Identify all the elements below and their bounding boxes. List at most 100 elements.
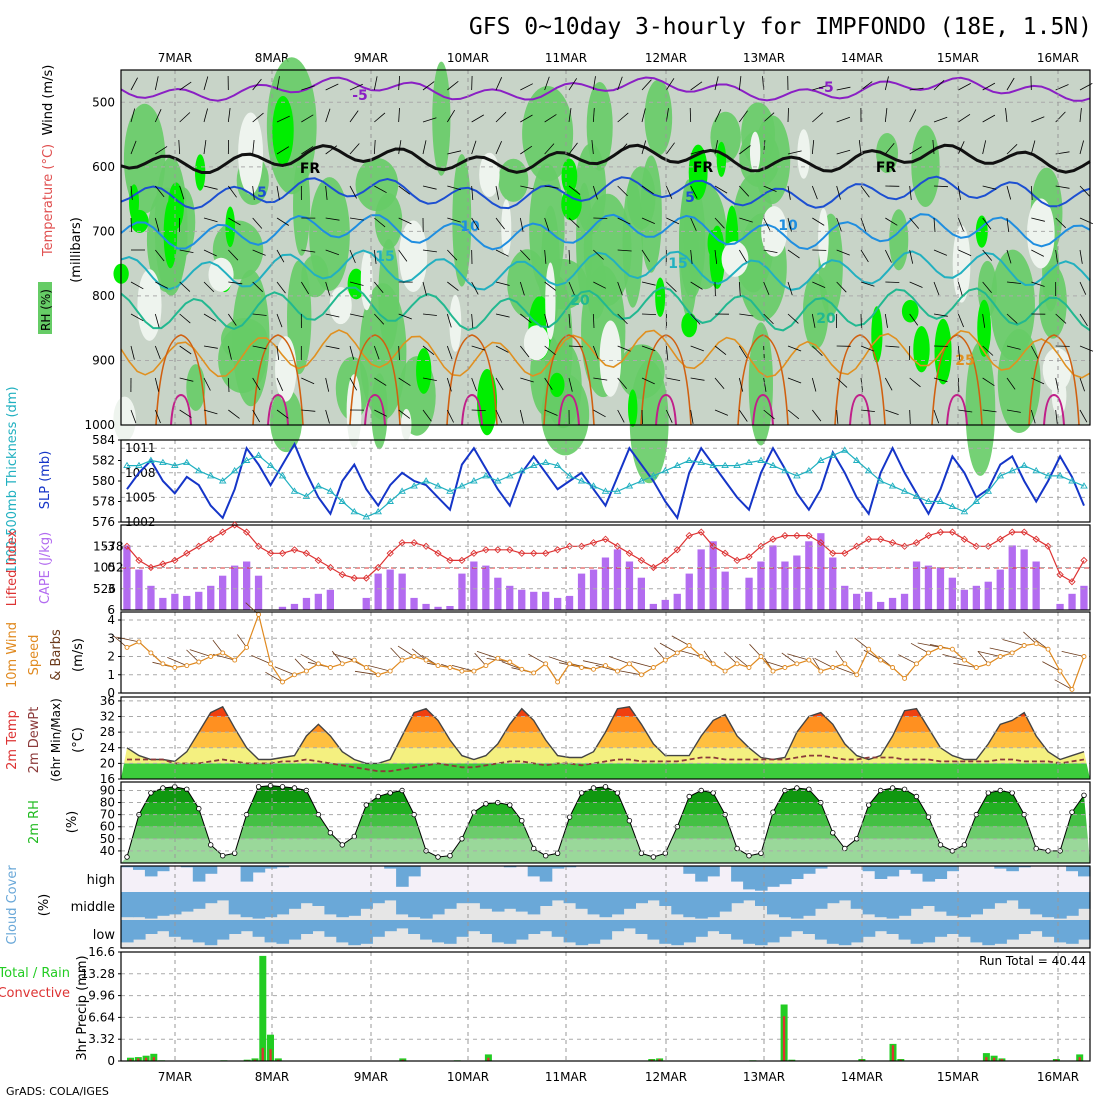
rh2m-tick-label: 50 bbox=[100, 832, 115, 846]
wind-barb bbox=[665, 78, 675, 91]
wind-barb bbox=[592, 185, 598, 200]
rh-band bbox=[121, 790, 1090, 803]
cape-bar bbox=[1056, 603, 1064, 610]
cloud-bar bbox=[432, 920, 445, 943]
cape-tick-label: 1052 bbox=[93, 561, 124, 575]
wind10-barb bbox=[451, 665, 475, 672]
rh2m-marker bbox=[746, 853, 752, 859]
wind-barb bbox=[641, 217, 655, 224]
wind-barb bbox=[1006, 377, 1016, 390]
wind-barb bbox=[447, 249, 458, 261]
cloud-bar bbox=[144, 866, 158, 877]
cloud-bar bbox=[790, 892, 804, 919]
wind-barb bbox=[471, 114, 485, 123]
temp-band bbox=[121, 716, 1090, 733]
wind-barb bbox=[1030, 409, 1036, 424]
temperature-contour-35 bbox=[1043, 393, 1065, 426]
lifted-index-marker bbox=[697, 528, 705, 536]
wind-barb bbox=[690, 377, 705, 381]
wind-barb bbox=[228, 249, 239, 261]
cloud-bar bbox=[216, 892, 230, 901]
cloud-bar bbox=[539, 920, 553, 932]
wind-barb bbox=[812, 345, 823, 356]
wind-barb bbox=[227, 377, 230, 393]
cloud-bar bbox=[252, 892, 266, 919]
wind-barb bbox=[422, 140, 427, 155]
wind-barb bbox=[982, 345, 994, 356]
rh-bright-region bbox=[272, 96, 294, 166]
precip-convective-bar bbox=[782, 1016, 786, 1061]
wind10-marker bbox=[471, 668, 477, 674]
thickness-marker bbox=[398, 487, 406, 494]
cloud-frame bbox=[120, 865, 1091, 949]
wind-barb bbox=[374, 185, 387, 194]
wind10-label-a: 10m Wind bbox=[5, 622, 20, 688]
cape-bar bbox=[769, 545, 777, 610]
wind10-marker bbox=[447, 665, 453, 670]
cloud-row-label: low bbox=[93, 928, 116, 943]
lifted-index-line bbox=[126, 524, 1085, 583]
cape-bar bbox=[314, 593, 322, 610]
lifted-index-marker bbox=[589, 539, 598, 547]
thickness-marker bbox=[984, 487, 993, 494]
wind-barb bbox=[154, 217, 160, 232]
wind-barb bbox=[130, 409, 137, 424]
precip-total-bar bbox=[259, 955, 267, 1061]
temp2m-label-b: 2m DewPt bbox=[27, 707, 42, 774]
wind-barb bbox=[982, 409, 997, 413]
rh-bright-region bbox=[416, 348, 432, 394]
wind-barb bbox=[519, 409, 524, 424]
cape-bar bbox=[960, 589, 968, 610]
cloud-bar bbox=[121, 892, 134, 918]
temperature-contour bbox=[120, 175, 1091, 210]
lifted-index-marker bbox=[278, 549, 287, 557]
wind10-marker bbox=[890, 665, 896, 670]
temp-band bbox=[121, 732, 1090, 748]
top-date-label: 12MAR bbox=[645, 51, 687, 65]
lifted-index-marker bbox=[530, 549, 538, 557]
cape-bar bbox=[231, 565, 239, 610]
wind-barb bbox=[885, 142, 895, 155]
thickness-marker bbox=[350, 507, 359, 515]
wind-barb bbox=[617, 143, 628, 155]
wind-barb bbox=[957, 217, 964, 232]
wind-barb bbox=[909, 249, 914, 264]
lifted-index-marker bbox=[960, 535, 969, 543]
wind-barb bbox=[641, 281, 656, 286]
wind-barb bbox=[787, 281, 793, 296]
precip-convective-bar bbox=[129, 1059, 132, 1061]
cape-bar bbox=[685, 573, 693, 610]
wind-barb bbox=[1055, 217, 1066, 229]
wind-barb bbox=[812, 281, 826, 288]
cloud-bar bbox=[1042, 892, 1055, 918]
wind10-tick-label: 2 bbox=[107, 650, 115, 664]
precip-convective-bar bbox=[144, 1057, 148, 1061]
thickness-marker bbox=[446, 487, 454, 494]
wind-barb bbox=[154, 377, 159, 392]
precip-convective-bar bbox=[487, 1057, 490, 1061]
thickness-marker bbox=[290, 487, 299, 494]
wind10-barb bbox=[501, 661, 522, 670]
cloud-bar bbox=[886, 866, 900, 877]
wind-barb bbox=[325, 249, 340, 256]
cape-bar bbox=[135, 569, 143, 610]
lifted-index-marker bbox=[984, 542, 992, 550]
cloud-bar bbox=[874, 892, 888, 918]
cape-bar bbox=[123, 545, 131, 610]
thickness-line bbox=[127, 449, 1085, 518]
contour-label: FR bbox=[300, 161, 321, 177]
contour-label: 5 bbox=[685, 190, 695, 206]
thickness-marker bbox=[996, 472, 1005, 479]
cloud-bar bbox=[755, 866, 768, 891]
lifted-index-marker bbox=[207, 535, 215, 543]
precip-convective-bar bbox=[253, 1059, 257, 1061]
wind-barb bbox=[641, 377, 655, 385]
precip-convective-bar bbox=[860, 1059, 863, 1061]
cloud-bar bbox=[503, 866, 517, 868]
cape-bar bbox=[518, 589, 526, 610]
lifted-index-marker bbox=[1044, 542, 1052, 550]
wind-barb bbox=[471, 345, 486, 351]
wind-barb bbox=[422, 185, 437, 190]
wind-barb bbox=[617, 249, 632, 252]
rh-bright-region bbox=[129, 184, 140, 221]
